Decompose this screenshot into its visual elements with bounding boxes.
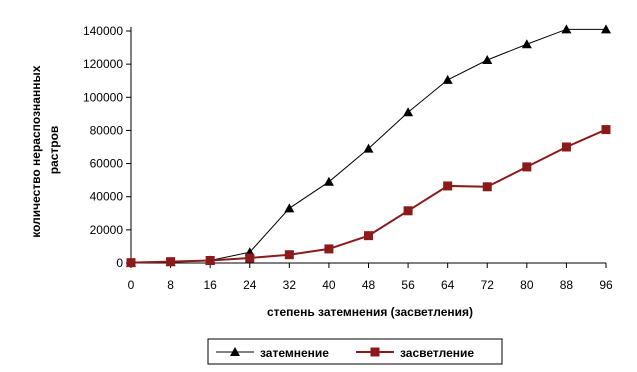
legend-marker-square	[370, 347, 380, 357]
y-tick-label: 120000	[83, 57, 123, 71]
data-point-triangle	[323, 176, 334, 186]
x-tick-label: 8	[167, 278, 174, 292]
x-tick-label: 56	[401, 278, 415, 292]
data-point-square	[482, 182, 492, 192]
x-tick-label: 64	[441, 278, 455, 292]
x-tick-labels: 0 8 16 24 32 40 48 56 64 72 80 88 96	[128, 278, 613, 292]
data-point-triangle	[363, 143, 374, 153]
data-point-triangle	[284, 203, 295, 213]
data-point-square	[166, 257, 176, 267]
series-brightening	[126, 125, 611, 268]
legend-box	[207, 338, 503, 365]
data-point-square	[443, 181, 453, 191]
x-tick-label: 24	[243, 278, 257, 292]
legend-label-darkening: затемнение	[260, 346, 329, 360]
data-point-square	[245, 253, 255, 263]
y-axis-title: количество нераспознанных растров	[29, 62, 61, 237]
series-darkening	[126, 24, 611, 267]
y-tick-label: 60000	[90, 157, 124, 171]
data-point-square	[126, 258, 136, 268]
x-tick-label: 32	[283, 278, 297, 292]
y-tick-label: 0	[116, 256, 123, 270]
x-tick-label: 72	[481, 278, 495, 292]
y-axis-title-line-2: растров	[47, 126, 61, 175]
y-tick-label: 40000	[90, 190, 124, 204]
series-layer	[126, 24, 611, 268]
data-point-square	[284, 250, 294, 260]
data-point-square	[403, 206, 413, 216]
legend: затемнение засветление	[207, 338, 503, 365]
y-axis-title-line-1: количество нераспознанных	[29, 65, 43, 237]
legend-label-brightening: засветление	[400, 346, 474, 360]
data-point-triangle	[442, 74, 453, 84]
x-tick-label: 40	[322, 278, 336, 292]
y-tick-label: 20000	[90, 223, 124, 237]
data-point-square	[522, 162, 532, 172]
data-point-triangle	[403, 107, 414, 117]
data-point-triangle	[521, 39, 532, 49]
data-point-square	[364, 231, 373, 241]
x-tick-label: 96	[599, 278, 613, 292]
data-point-square	[205, 256, 215, 266]
data-point-triangle	[601, 24, 611, 34]
y-tick-label: 140000	[83, 24, 123, 38]
y-tick-label: 80000	[90, 123, 124, 137]
x-axis-title: степень затемнения (засветления)	[267, 305, 473, 319]
x-tick-label: 48	[362, 278, 376, 292]
x-tick-label: 0	[128, 278, 135, 292]
data-point-triangle	[561, 24, 572, 34]
data-point-triangle	[482, 55, 493, 64]
x-tick-label: 16	[203, 278, 217, 292]
x-tick-label: 80	[520, 278, 534, 292]
data-point-square	[324, 244, 334, 254]
y-tick-labels: 0 20000 40000 60000 80000 100000 120000 140000	[83, 24, 123, 270]
legend-marker-triangle	[230, 347, 240, 356]
data-point-square	[561, 142, 571, 152]
x-tick-label: 88	[560, 278, 574, 292]
data-point-square	[601, 125, 611, 135]
y-tick-label: 100000	[83, 90, 123, 104]
